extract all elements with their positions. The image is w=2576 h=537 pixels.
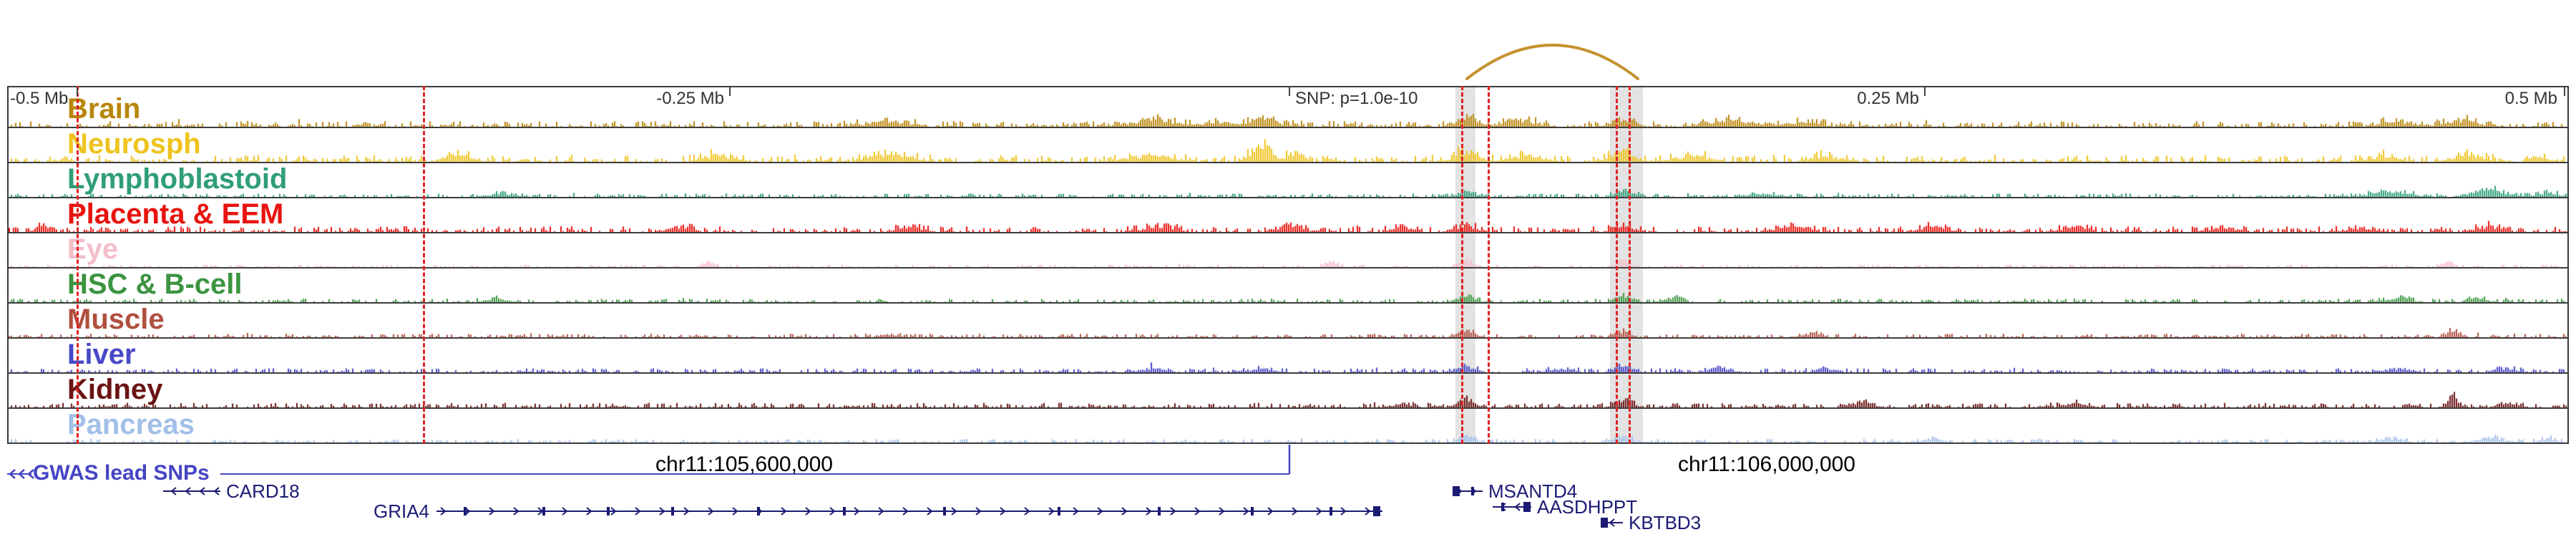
track-signal-pancreas [9,410,2567,442]
track-row-placenta-eem: Placenta & EEM [9,198,2567,233]
track-label-muscle: Muscle [67,304,165,335]
track-label-liver: Liver [67,339,136,370]
track-signal-lymphoblastoid [9,164,2567,197]
ruler-label-minus-025mb: -0.25 Mb [656,89,724,108]
track-label-pancreas: Pancreas [67,409,195,440]
track-row-brain: Brain [9,87,2567,128]
track-row-lymphoblastoid: Lymphoblastoid [9,163,2567,198]
track-signal-brain [9,88,2567,127]
track-label-lymphoblastoid: Lymphoblastoid [67,163,288,195]
ruler-label-025mb: 0.25 Mb [1857,89,1919,108]
snp-dashed-line-5 [1615,86,1618,444]
snp-pvalue-label: SNP: p=1.0e-10 [1295,89,1418,108]
track-label-eye: Eye [67,233,119,265]
track-row-pancreas: Pancreas [9,409,2567,444]
track-label-hsc-b-cell: HSC & B-cell [67,268,243,300]
track-label-kidney: Kidney [67,374,163,405]
track-signal-eye [9,234,2567,267]
track-row-hsc-b-cell: HSC & B-cell [9,268,2567,304]
track-label-brain: Brain [67,93,141,125]
track-panel: Brain Neurosph Lymphoblastoid Placenta & EE… [7,86,2569,444]
snp-dashed-line-4 [1487,86,1490,444]
track-label-neurosph: Neurosph [67,128,201,160]
track-row-kidney: Kidney [9,374,2567,409]
track-signal-placenta-eem [9,199,2567,232]
track-label-placenta-eem: Placenta & EEM [67,198,284,230]
track-signal-hsc-b-cell [9,269,2567,302]
coordinate-label-left: chr11:105,600,000 [655,453,833,476]
track-row-muscle: Muscle [9,304,2567,339]
snp-dashed-line-1 [76,86,79,444]
snp-dashed-line-2 [422,86,425,444]
gwas-lead-snps-label: GWAS lead SNPs [33,461,210,485]
track-signal-liver [9,339,2567,372]
track-row-liver: Liver [9,339,2567,374]
snp-dashed-line-6 [1628,86,1631,444]
ruler-label-minus-05mb: -0.5 Mb [10,89,69,108]
snp-dashed-line-3 [1460,86,1463,444]
track-row-eye: Eye [9,233,2567,268]
ruler-label-05mb: 0.5 Mb [2504,89,2557,108]
track-signal-kidney [9,374,2567,407]
track-signal-neurosph [9,129,2567,162]
track-signal-muscle [9,304,2567,337]
track-row-neurosph: Neurosph [9,128,2567,163]
coordinate-label-right: chr11:106,000,000 [1678,453,1855,476]
